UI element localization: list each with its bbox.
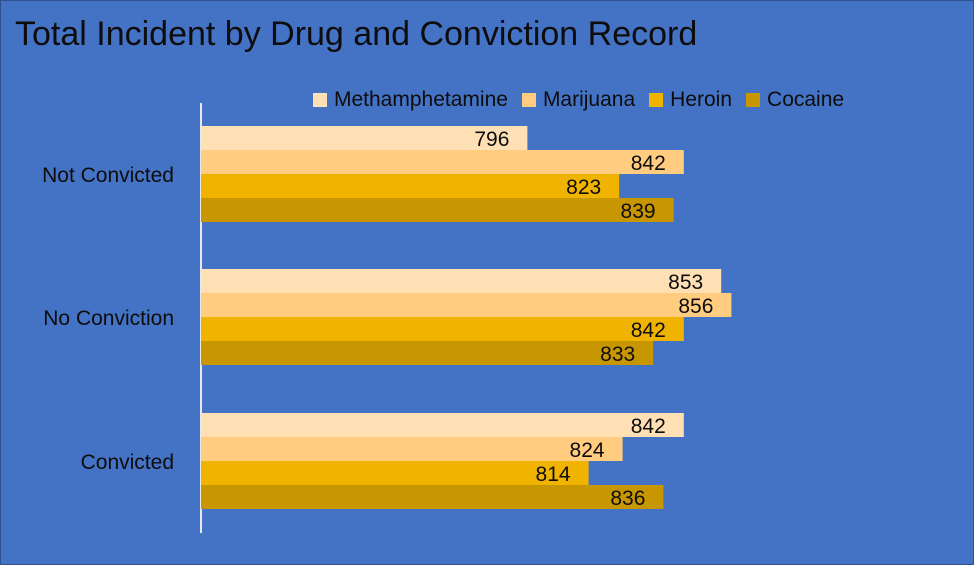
- bar-marijuana-convicted: [201, 437, 623, 461]
- bar-marijuana-no-conviction: [201, 293, 732, 317]
- category-label-not-convicted: Not Convicted: [42, 164, 174, 187]
- data-label-methamphetamine-not-convicted: 796: [474, 128, 509, 151]
- bar-heroin-not-convicted: [201, 174, 620, 198]
- data-label-cocaine-convicted: 836: [610, 487, 645, 510]
- bar-methamphetamine-not-convicted: [201, 126, 528, 150]
- chart-title: Total Incident by Drug and Conviction Re…: [15, 15, 698, 53]
- bar-methamphetamine-no-conviction: [201, 269, 722, 293]
- category-label-convicted: Convicted: [81, 451, 174, 474]
- data-label-marijuana-convicted: 824: [570, 439, 605, 462]
- data-label-cocaine-not-convicted: 839: [621, 200, 656, 223]
- legend-swatch: [746, 93, 761, 107]
- data-label-cocaine-no-conviction: 833: [600, 343, 635, 366]
- data-label-heroin-no-conviction: 842: [631, 319, 666, 342]
- bar-heroin-no-conviction: [201, 317, 684, 341]
- bar-cocaine-no-conviction: [201, 341, 654, 365]
- legend-label: Heroin: [670, 88, 733, 111]
- legend-swatch: [649, 93, 664, 107]
- data-label-methamphetamine-no-conviction: 853: [668, 271, 703, 294]
- bar-cocaine-not-convicted: [201, 198, 674, 222]
- legend-label: Marijuana: [542, 88, 636, 111]
- legend-swatch: [521, 93, 536, 107]
- legend-item-methamphetamine: Methamphetamine: [313, 88, 508, 112]
- legend-label: Methamphetamine: [334, 88, 508, 111]
- data-label-marijuana-no-conviction: 856: [678, 295, 713, 318]
- bar-marijuana-not-convicted: [201, 150, 684, 174]
- legend-item-marijuana: Marijuana: [521, 88, 636, 112]
- category-label-no-conviction: No Conviction: [43, 307, 174, 330]
- legend: Methamphetamine Marijuana Heroin Cocaine: [313, 87, 858, 113]
- bar-methamphetamine-convicted: [201, 413, 684, 437]
- bar-heroin-convicted: [201, 461, 589, 485]
- bar-cocaine-convicted: [201, 485, 664, 509]
- data-label-heroin-convicted: 814: [536, 463, 571, 486]
- legend-item-heroin: Heroin: [649, 88, 732, 112]
- legend-label: Cocaine: [767, 88, 845, 111]
- data-label-methamphetamine-convicted: 842: [631, 415, 666, 438]
- legend-swatch: [313, 93, 327, 107]
- data-label-marijuana-not-convicted: 842: [631, 152, 666, 175]
- legend-item-cocaine: Cocaine: [746, 88, 844, 112]
- data-label-heroin-not-convicted: 823: [566, 176, 601, 199]
